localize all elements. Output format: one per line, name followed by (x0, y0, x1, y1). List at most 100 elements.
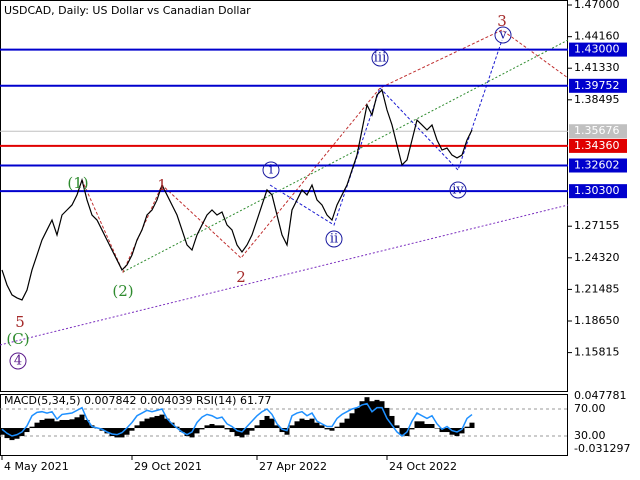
macd-bar (184, 428, 190, 437)
wave-label: 3 (497, 12, 507, 30)
wave-label: (1) (67, 174, 88, 192)
current-price-label: 1.35676 (574, 124, 620, 137)
macd-bar (464, 426, 470, 429)
macd-bar (169, 422, 175, 429)
macd-bar (219, 425, 225, 429)
macd-bar (459, 428, 465, 434)
macd-bar (49, 418, 55, 429)
y-tick-label: 1.44160 (574, 30, 620, 43)
y-tick-label: 1.27155 (574, 219, 620, 232)
wave-label: iv (452, 183, 464, 198)
wave-circle (262, 161, 280, 179)
wave-label: i (269, 163, 273, 178)
macd-bar (39, 419, 45, 429)
level-label: 1.34360 (574, 139, 620, 152)
macd-bar (294, 421, 300, 429)
indicator-header: MACD(5,34,5) 0.007842 0.004039 RSI(14) 6… (4, 394, 271, 407)
macd-bar (409, 428, 415, 430)
macd-bar (229, 428, 235, 433)
macd-bar (289, 425, 295, 429)
macd-bar (424, 424, 430, 429)
macd-bar (399, 428, 405, 435)
level-box (569, 184, 627, 199)
macd-bar (244, 428, 250, 435)
macd-bar (144, 418, 150, 429)
macd-bar (134, 425, 140, 429)
macd-bar (299, 418, 305, 429)
level-box (569, 138, 627, 153)
main-frame (0, 0, 568, 392)
level-label: 1.39752 (574, 79, 620, 92)
rsi-level-label: 30.00 (574, 429, 606, 442)
y-tick-label: 1.38495 (574, 93, 620, 106)
macd-bar (314, 422, 320, 429)
macd-bar (339, 422, 345, 429)
wave-label: 2 (236, 268, 246, 286)
indicator-frame (0, 394, 568, 456)
macd-bar (304, 419, 310, 429)
wave-label: v (498, 28, 507, 43)
macd-bar (414, 421, 420, 429)
macd-bar (204, 425, 210, 429)
x-tick-label: 27 Apr 2022 (259, 460, 327, 473)
trend-line (0, 204, 569, 346)
macd-bar (364, 397, 370, 429)
y-tick-label: 1.41330 (574, 61, 620, 74)
macd-bar (434, 428, 440, 429)
wave-label: 5 (15, 313, 25, 331)
macd-bar (194, 428, 200, 434)
y-tick-label: 1.21485 (574, 282, 620, 295)
macd-bar (74, 417, 80, 429)
macd-bar (469, 422, 475, 429)
chart-title: USDCAD, Daily: US Dollar vs Canadian Dol… (4, 4, 251, 17)
macd-bar (349, 413, 355, 429)
macd-bar (209, 424, 215, 429)
macd-bar (129, 428, 135, 431)
macd-bar (369, 401, 375, 429)
y-tick-label: 1.15815 (574, 346, 620, 359)
rsi-level-label: 70.00 (574, 402, 606, 415)
macd-axis-label: -0.031297 (574, 442, 630, 455)
macd-bar (279, 428, 285, 433)
macd-bar (14, 428, 20, 439)
macd-bar (159, 414, 165, 429)
wave-line (81, 29, 569, 274)
macd-bar (124, 428, 130, 435)
macd-bar (164, 418, 170, 429)
macd-bar (214, 425, 220, 429)
current-price-box (569, 124, 627, 139)
level-label: 1.43000 (574, 43, 620, 56)
macd-bar (44, 418, 50, 429)
y-tick-label: 1.24320 (574, 251, 620, 264)
level-label: 1.32602 (574, 158, 620, 171)
trend-line (122, 39, 569, 273)
macd-bar (324, 428, 330, 430)
wave-circle (449, 181, 467, 199)
macd-bar (34, 422, 40, 429)
macd-bar (344, 418, 350, 429)
macd-bar (264, 415, 270, 429)
wave-circle (9, 352, 27, 370)
macd-bar (139, 421, 145, 429)
wave-line (269, 39, 503, 226)
macd-bar (109, 428, 115, 437)
macd-bar (9, 428, 15, 441)
macd-bar (334, 426, 340, 429)
rsi-line (1, 402, 473, 437)
wave-circle (494, 26, 512, 44)
wave-label: 4 (14, 354, 22, 369)
price-line (1, 88, 473, 301)
level-label: 1.30300 (574, 184, 620, 197)
macd-bar (254, 425, 260, 429)
macd-axis-label: 0.047781 (574, 389, 627, 402)
macd-bar (319, 425, 325, 429)
macd-bar (224, 428, 230, 430)
macd-bar (199, 428, 205, 430)
macd-bar (149, 417, 155, 429)
x-tick-label: 4 May 2021 (4, 460, 69, 473)
macd-bar (359, 401, 365, 429)
wave-circle (325, 230, 343, 248)
macd-bar (24, 428, 30, 433)
x-tick-label: 24 Oct 2022 (389, 460, 457, 473)
level-box (569, 42, 627, 57)
